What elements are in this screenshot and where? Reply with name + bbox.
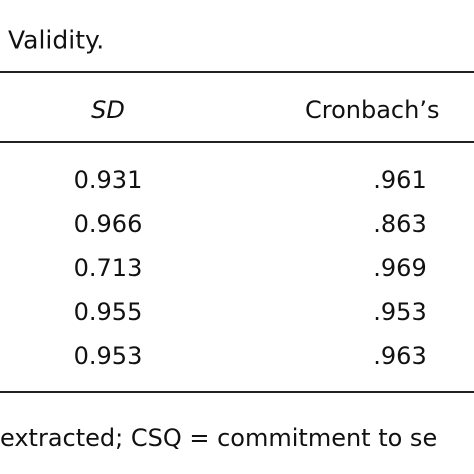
table-cell: .953 [373, 298, 427, 326]
top-rule [0, 71, 474, 73]
footnote: extracted; CSQ = commitment to se [0, 424, 438, 452]
header-rule [0, 141, 474, 143]
table-cell: 0.713 [73, 254, 143, 282]
caption: Validity. [8, 25, 105, 55]
table-cell: .963 [373, 342, 427, 370]
table-cell: 0.955 [73, 298, 143, 326]
bottom-rule [0, 391, 474, 393]
table-cell: 0.953 [73, 342, 143, 370]
table-cell: .863 [373, 210, 427, 238]
table-cell: .969 [373, 254, 427, 282]
table-cell: 0.931 [73, 166, 143, 194]
header-cell: SD [91, 96, 125, 124]
table-cell: 0.966 [73, 210, 143, 238]
header-cell: Cronbach’s [305, 96, 440, 124]
table-cell: .961 [373, 166, 427, 194]
